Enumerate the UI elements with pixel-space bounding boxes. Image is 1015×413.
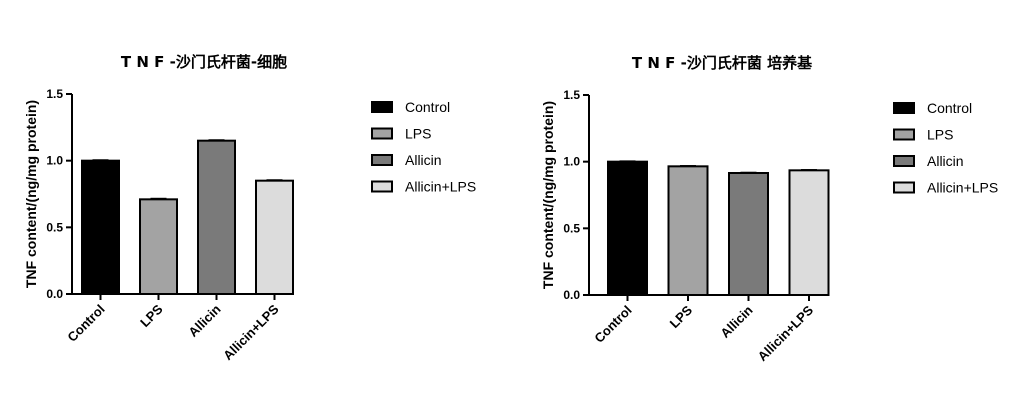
y-axis-label: TNF content/(ng/mg protein) xyxy=(540,101,556,289)
bar-control xyxy=(81,159,120,295)
x-tick-label: Control xyxy=(591,303,634,346)
x-tick-label: LPS xyxy=(137,301,166,330)
y-axis-label: TNF content/(ng/mg protein) xyxy=(23,100,39,288)
x-tick-label: LPS xyxy=(667,302,696,331)
bar-allicin-lps xyxy=(255,179,294,296)
y-tick-label: 1.5 xyxy=(563,88,580,102)
legend-swatch xyxy=(371,154,393,166)
y-tick-label: 1.0 xyxy=(46,154,63,168)
x-tick-label: Control xyxy=(64,302,107,345)
legend-label: Allicin xyxy=(927,153,964,169)
x-tick-label: Allicin+LPS xyxy=(755,302,817,364)
x-tick-label: Allicin+LPS xyxy=(220,301,282,363)
chart-panel-right: T N F -沙门氏杆菌 培养基 TNF content/(ng/mg prote… xyxy=(507,0,1014,413)
chart-svg-0: T N F -沙门氏杆菌-细胞 TNF content/(ng/mg protei… xyxy=(23,53,476,363)
legend-swatch xyxy=(371,101,393,113)
legend-swatch xyxy=(893,128,915,141)
legend-swatch xyxy=(893,181,915,194)
legend-swatch xyxy=(893,155,915,167)
bar-lps xyxy=(139,198,178,295)
y-tick-label: 0.5 xyxy=(563,221,580,235)
bar-allicin xyxy=(728,172,769,296)
bar-allicin-lps xyxy=(788,169,830,296)
y-tick-label: 0.0 xyxy=(46,287,63,301)
y-tick-label: 0.5 xyxy=(46,220,63,234)
bar-allicin xyxy=(197,139,236,295)
legend-label: Allicin+LPS xyxy=(927,180,998,196)
y-tick-label: 1.0 xyxy=(563,155,580,169)
x-tick-label: Allicin xyxy=(185,301,223,339)
legend-swatch xyxy=(893,102,915,114)
legend-label: Control xyxy=(405,99,450,115)
y-tick-label: 1.5 xyxy=(46,87,63,101)
legend-label: Allicin xyxy=(405,152,442,168)
legend-label: Control xyxy=(927,100,972,116)
chart-title: T N F -沙门氏杆菌 培养基 xyxy=(632,54,813,72)
legend-label: LPS xyxy=(405,126,431,142)
chart-svg-1: T N F -沙门氏杆菌 培养基 TNF content/(ng/mg prote… xyxy=(540,54,998,364)
legend-swatch xyxy=(371,180,393,193)
legend-swatch xyxy=(371,127,393,140)
legend-label: Allicin+LPS xyxy=(405,179,476,195)
bar-lps xyxy=(667,165,709,296)
x-tick-label: Allicin xyxy=(717,302,755,340)
bar-control xyxy=(607,160,648,296)
chart-title: T N F -沙门氏杆菌-细胞 xyxy=(121,53,287,71)
y-tick-label: 0.0 xyxy=(563,288,580,302)
legend-label: LPS xyxy=(927,127,953,143)
chart-panel-left: T N F -沙门氏杆菌-细胞 TNF content/(ng/mg protei… xyxy=(0,0,507,413)
